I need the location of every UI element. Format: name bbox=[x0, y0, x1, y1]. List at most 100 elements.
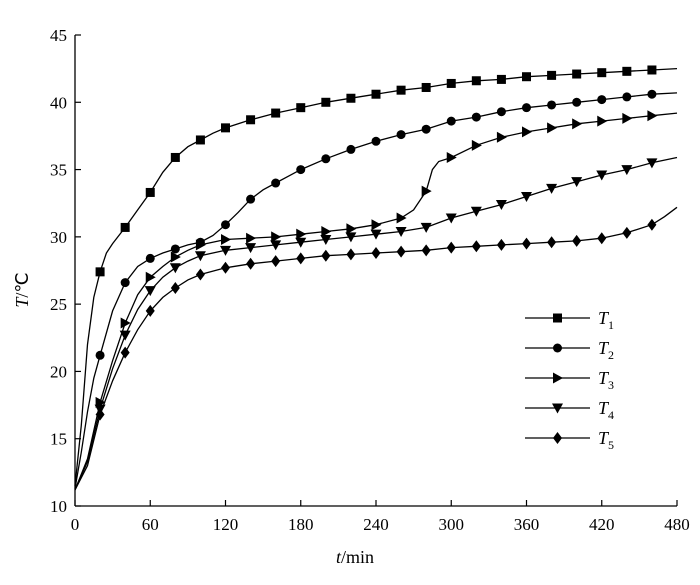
data-point-diamond bbox=[597, 232, 607, 245]
tick-labels: 0 60 120 180 240 300 360 420 480 10 15 20 25 30 35 40 45 bbox=[50, 26, 690, 534]
data-point-square bbox=[296, 103, 306, 113]
data-point-diamond bbox=[296, 252, 306, 265]
data-point-diamond bbox=[120, 346, 130, 359]
data-point-square bbox=[195, 135, 205, 145]
data-point-triangle-right bbox=[572, 118, 583, 130]
data-point-triangle-right bbox=[145, 271, 156, 283]
data-point-triangle-right bbox=[120, 317, 131, 329]
data-point-square bbox=[346, 93, 356, 103]
data-point-triangle-down bbox=[245, 243, 257, 254]
data-point-triangle-right bbox=[547, 122, 558, 134]
data-point-diamond bbox=[321, 249, 331, 262]
data-point-triangle-right bbox=[522, 126, 532, 138]
data-point-triangle-down bbox=[194, 251, 206, 262]
data-point-diamond bbox=[547, 236, 557, 249]
data-point-triangle-down bbox=[220, 245, 231, 256]
data-point-circle bbox=[572, 97, 582, 107]
data-point-triangle-down bbox=[370, 229, 382, 240]
data-point-triangle-down bbox=[119, 330, 131, 341]
data-point-triangle-down bbox=[495, 200, 507, 211]
series-T3 bbox=[74, 110, 678, 491]
data-point-diamond bbox=[271, 255, 281, 268]
data-point-square bbox=[271, 108, 281, 118]
data-point-triangle-down bbox=[320, 235, 332, 246]
data-point-diamond bbox=[496, 238, 506, 251]
data-point-circle bbox=[346, 144, 356, 154]
data-point-triangle-right bbox=[647, 110, 658, 122]
data-point-triangle-right bbox=[246, 232, 257, 244]
data-point-circle bbox=[647, 89, 657, 99]
data-point-square bbox=[120, 222, 130, 232]
data-point-circle bbox=[221, 220, 230, 230]
data-point-triangle-right bbox=[195, 239, 206, 251]
data-point-triangle-right bbox=[170, 251, 181, 263]
data-point-triangle-right bbox=[622, 112, 633, 124]
y-axis-label: T/℃ bbox=[12, 272, 32, 307]
y-tick-label: 35 bbox=[50, 161, 67, 180]
data-point-circle bbox=[547, 100, 557, 110]
data-point-triangle-right bbox=[296, 228, 307, 240]
legend-marker-circle bbox=[553, 343, 562, 353]
data-point-square bbox=[647, 65, 657, 75]
data-point-circle bbox=[296, 165, 306, 175]
data-point-triangle-down bbox=[395, 226, 407, 237]
series-T5 bbox=[74, 206, 678, 491]
y-tick-label: 10 bbox=[50, 497, 67, 516]
legend-label: T2 bbox=[598, 338, 614, 362]
x-tick-label: 480 bbox=[664, 515, 690, 534]
series-line bbox=[74, 67, 678, 486]
legend-item-T2: T2 bbox=[525, 338, 614, 362]
data-point-triangle-down bbox=[646, 158, 658, 169]
data-point-triangle-down bbox=[445, 213, 457, 224]
data-point-diamond bbox=[471, 240, 481, 253]
data-point-triangle-right bbox=[396, 212, 407, 224]
legend-marker-triangle-down bbox=[552, 403, 563, 414]
legend-item-T1: T1 bbox=[525, 308, 614, 332]
legend-item-T4: T4 bbox=[525, 398, 614, 422]
data-point-circle bbox=[421, 124, 431, 134]
data-point-triangle-right bbox=[346, 223, 357, 235]
data-point-square bbox=[572, 69, 582, 79]
data-point-circle bbox=[622, 92, 632, 102]
data-point-square bbox=[446, 78, 456, 88]
data-point-triangle-right bbox=[221, 234, 231, 246]
data-point-circle bbox=[246, 194, 256, 204]
data-point-diamond bbox=[346, 248, 356, 261]
data-point-square bbox=[522, 72, 531, 82]
data-point-triangle-down bbox=[521, 191, 532, 202]
data-point-square bbox=[547, 70, 557, 80]
data-point-diamond bbox=[195, 268, 205, 281]
x-tick-label: 180 bbox=[288, 515, 314, 534]
x-tick-label: 420 bbox=[589, 515, 615, 534]
data-point-circle bbox=[120, 278, 130, 288]
data-point-circle bbox=[170, 244, 180, 254]
data-point-triangle-down bbox=[345, 232, 357, 243]
data-point-triangle-down bbox=[621, 165, 633, 176]
legend-marker-diamond bbox=[553, 432, 562, 444]
x-tick-label: 0 bbox=[71, 515, 80, 534]
data-point-diamond bbox=[246, 257, 256, 270]
y-tick-label: 40 bbox=[50, 93, 67, 112]
y-tick-label: 45 bbox=[50, 26, 67, 45]
x-tick-label: 300 bbox=[439, 515, 465, 534]
data-point-circle bbox=[522, 103, 531, 113]
data-point-square bbox=[622, 66, 632, 76]
series-line bbox=[74, 156, 678, 491]
data-point-triangle-right bbox=[271, 231, 282, 243]
series-T2 bbox=[74, 89, 678, 489]
series-T4 bbox=[74, 156, 678, 491]
data-point-square bbox=[597, 68, 607, 78]
data-point-square bbox=[371, 89, 381, 99]
legend-item-T5: T5 bbox=[525, 428, 614, 452]
data-point-circle bbox=[321, 154, 331, 164]
plot-axes bbox=[74, 34, 678, 507]
data-point-square bbox=[496, 74, 506, 84]
data-point-square bbox=[471, 76, 481, 86]
legend-label: T3 bbox=[598, 368, 614, 392]
data-point-square bbox=[396, 85, 406, 95]
legend: T1 T2 T3 T4 T5 bbox=[525, 308, 614, 452]
data-point-diamond bbox=[95, 408, 105, 421]
data-point-triangle-right bbox=[421, 185, 432, 197]
data-point-triangle-down bbox=[270, 240, 282, 251]
